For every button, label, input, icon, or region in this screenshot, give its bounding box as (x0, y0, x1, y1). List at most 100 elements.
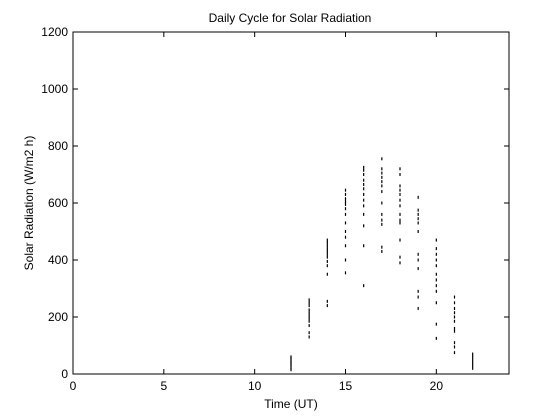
data-point (435, 258, 437, 262)
data-point (399, 188, 401, 192)
x-tick-label: 10 (248, 379, 262, 393)
x-tick-label: 15 (339, 379, 353, 393)
data-point (363, 224, 365, 228)
data-point (453, 351, 456, 355)
data-point (344, 188, 347, 192)
data-point (363, 198, 365, 202)
data-point (453, 301, 456, 305)
data-point (290, 368, 292, 372)
data-point (326, 304, 328, 308)
data-point (381, 245, 383, 249)
data-point (472, 358, 474, 362)
data-point (363, 187, 365, 191)
data-point (381, 171, 383, 175)
data-point (472, 363, 474, 367)
data-point (417, 252, 419, 256)
data-point (399, 238, 401, 242)
data-point (417, 208, 419, 212)
data-point (363, 168, 365, 172)
data-point (417, 289, 419, 293)
data-point (344, 202, 347, 206)
y-axis-ticks: 0 200 400 600 800 1000 1200 (41, 25, 509, 381)
data-point (363, 192, 365, 196)
data-point (399, 184, 401, 188)
data-point (344, 207, 347, 211)
data-point (326, 238, 328, 242)
data-point (344, 192, 347, 196)
data-point (435, 336, 437, 340)
data-point (363, 244, 365, 248)
data-point (308, 308, 310, 312)
data-point (417, 221, 419, 225)
x-axis-ticks: 0 5 10 15 20 (70, 32, 443, 393)
data-point (381, 212, 383, 216)
data-point (308, 316, 310, 320)
y-axis-label: Solar Radiation (W/m2 h) (22, 136, 36, 271)
data-point (381, 190, 383, 194)
data-point (363, 284, 365, 288)
data-point (417, 212, 419, 216)
data-point (399, 173, 401, 176)
data-point (417, 306, 419, 310)
data-point (381, 201, 383, 205)
data-point (308, 319, 310, 323)
data-point (308, 314, 310, 318)
data-point (326, 247, 328, 251)
data-points (290, 157, 474, 372)
plot-frame (72, 31, 510, 375)
y-tick-label: 600 (48, 196, 68, 210)
data-point (381, 175, 383, 179)
data-point (308, 304, 310, 308)
data-point (363, 165, 365, 169)
chart-title: Daily Cycle for Solar Radiation (209, 11, 372, 25)
data-point (417, 295, 419, 299)
data-point (308, 301, 310, 305)
y-tick-label: 800 (48, 139, 68, 153)
data-point (290, 355, 292, 359)
data-point (363, 178, 365, 182)
data-point (453, 306, 456, 310)
data-point (326, 244, 328, 248)
data-point (399, 261, 401, 265)
data-point (308, 324, 310, 328)
data-point (399, 198, 401, 202)
data-point (290, 363, 292, 367)
data-point (326, 259, 328, 263)
data-point (290, 360, 292, 364)
data-point (399, 221, 401, 225)
data-point (344, 212, 347, 216)
data-point (399, 218, 401, 222)
data-point (344, 235, 347, 239)
data-point (290, 358, 292, 362)
data-point (381, 167, 383, 171)
data-point (399, 167, 401, 171)
y-tick-label: 400 (48, 253, 68, 267)
data-point (435, 238, 437, 242)
data-point (417, 195, 419, 199)
y-tick-label: 200 (48, 310, 68, 324)
data-point (308, 298, 310, 302)
data-point (326, 264, 328, 268)
data-point (435, 272, 437, 276)
data-point (344, 221, 347, 225)
data-point (344, 197, 347, 201)
data-point (363, 182, 365, 186)
data-point (453, 311, 456, 315)
data-point (435, 278, 437, 282)
data-point (363, 173, 365, 176)
data-point (453, 315, 456, 319)
data-point (453, 329, 456, 333)
data-point (344, 271, 347, 275)
data-point (417, 217, 419, 221)
x-axis-label: Time (UT) (264, 397, 318, 411)
data-point (453, 326, 456, 330)
data-point (381, 249, 383, 253)
y-tick-label: 0 (61, 367, 68, 381)
data-point (453, 345, 456, 349)
data-point (472, 366, 474, 370)
data-point (381, 184, 383, 188)
data-point (399, 255, 401, 259)
data-point (290, 366, 292, 370)
data-point (381, 180, 383, 184)
data-point (326, 255, 328, 259)
